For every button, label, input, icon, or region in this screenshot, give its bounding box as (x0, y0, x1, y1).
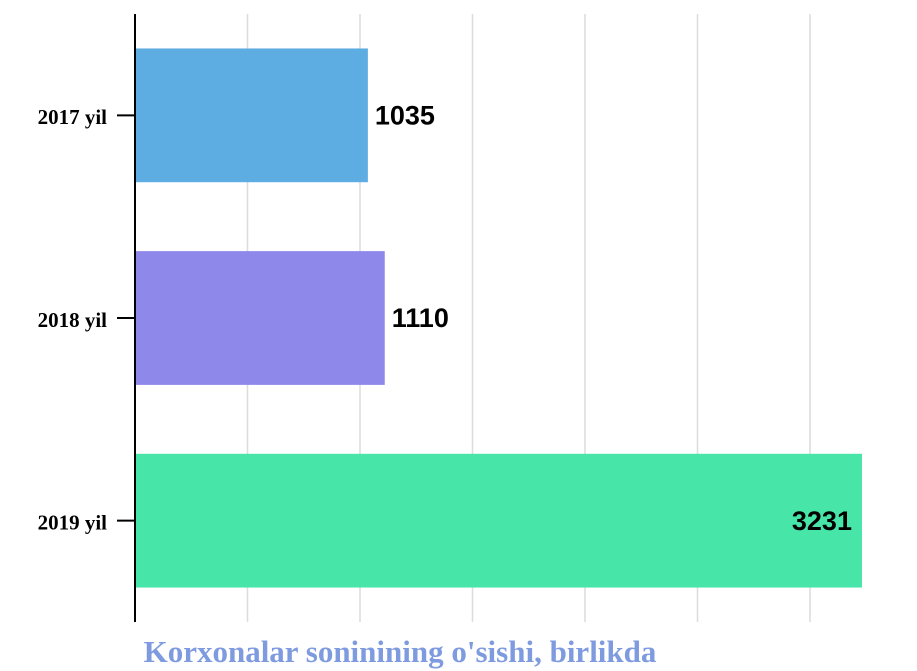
bar (135, 251, 385, 385)
value-label: 3231 (792, 506, 852, 536)
y-tick-label: 2019 yil (38, 510, 108, 534)
value-label: 1110 (392, 303, 449, 333)
bar (135, 453, 862, 588)
y-tick-label: 2018 yil (38, 308, 108, 332)
value-label: 1035 (375, 100, 435, 130)
bar (135, 48, 368, 183)
chart-title: Korxonalar soninining o'sishi, birlikda (144, 634, 657, 669)
y-tick-label: 2017 yil (38, 105, 108, 129)
